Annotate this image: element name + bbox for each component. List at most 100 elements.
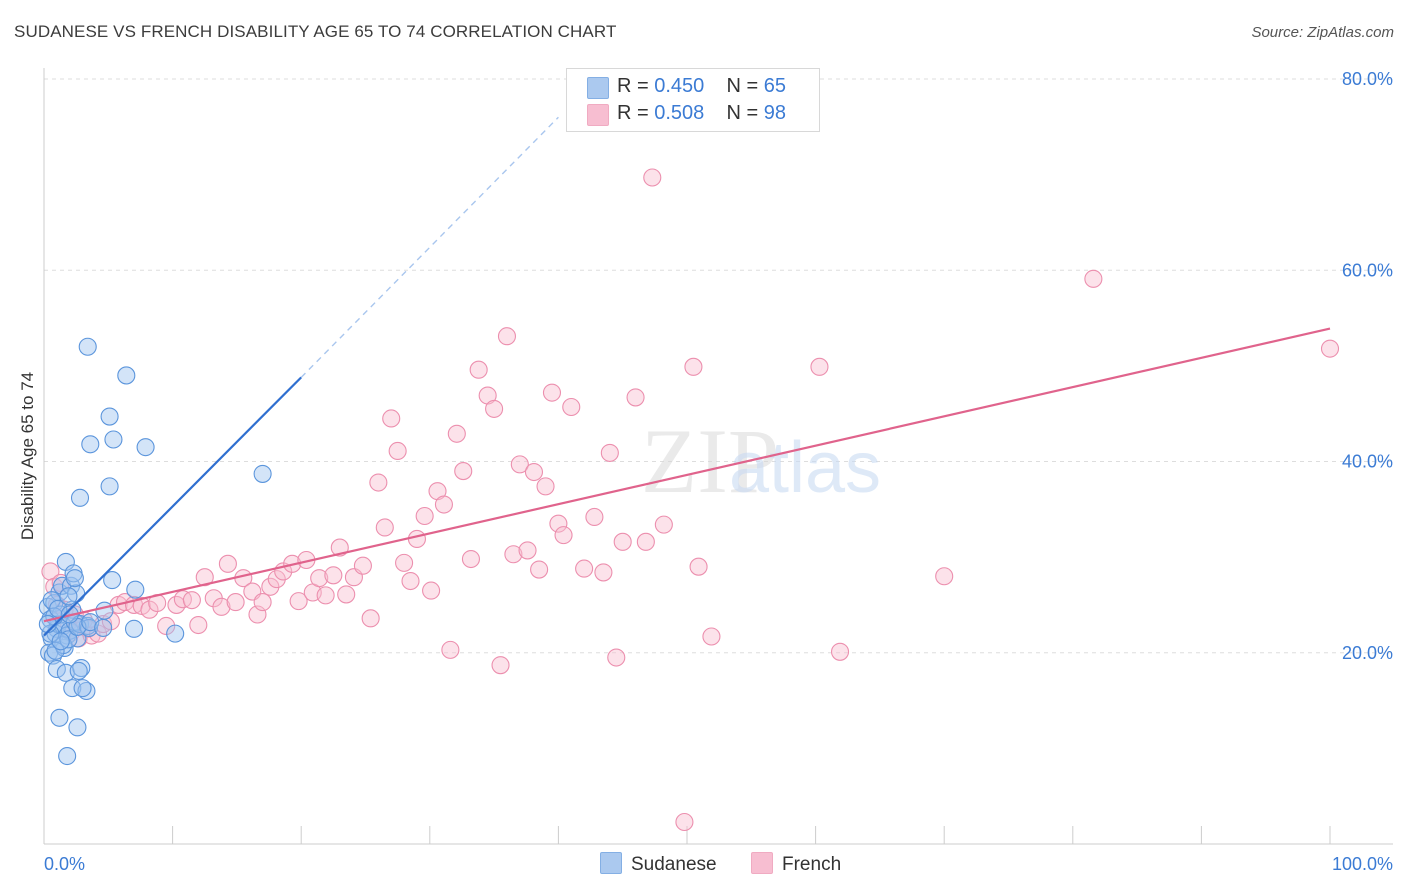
french-point (289, 592, 308, 611)
legend-n-label: N = (726, 102, 759, 124)
sudanese-point (73, 679, 92, 698)
sudanese-point (78, 337, 97, 356)
french-point (485, 399, 504, 418)
french-point (536, 477, 555, 496)
french-point (675, 812, 694, 832)
french-point (510, 455, 529, 474)
french-point (497, 327, 517, 346)
legend-swatch-french (587, 104, 609, 126)
french-point (542, 383, 562, 402)
sudanese-points (38, 337, 272, 766)
sudanese-point (58, 746, 77, 766)
sudanese-point (72, 658, 91, 678)
french-point (101, 612, 120, 631)
french-point (212, 597, 231, 616)
sudanese-point (68, 718, 87, 737)
french-trend-line (43, 327, 1331, 623)
french-point (422, 581, 441, 600)
french-point (226, 593, 245, 612)
sudanese-point (46, 641, 65, 660)
legend-text-sudanese: R = 0.450 N = 65 (617, 75, 786, 98)
y-tick-label: 80.0% (1342, 69, 1393, 89)
series-legend-french: French (751, 852, 841, 876)
french-point (524, 462, 544, 482)
legend-r-label: R = (617, 102, 649, 124)
sudanese-point (117, 366, 136, 385)
french-point (491, 656, 510, 675)
french-point (369, 473, 388, 492)
french-point (626, 388, 645, 407)
french-point (407, 529, 426, 549)
axes (43, 68, 1393, 845)
y-tick-label: 40.0% (1342, 452, 1393, 472)
sudanese-point (69, 661, 88, 680)
french-point (324, 566, 343, 585)
french-point (253, 593, 272, 612)
legend-n-value: 65 (763, 75, 787, 97)
legend-r-label: R = (617, 75, 649, 97)
french-point (388, 441, 407, 461)
sudanese-trend-line (43, 376, 302, 637)
french-point (575, 559, 594, 578)
source-credit: Source: ZipAtlas.com (1251, 24, 1394, 41)
watermark-zip: ZIP (641, 410, 779, 512)
french-point (636, 532, 655, 551)
french-point (434, 495, 453, 514)
french-point (182, 591, 201, 610)
sudanese-point (100, 477, 119, 496)
french-point (454, 462, 473, 481)
french-point (395, 553, 414, 572)
legend-swatch-sudanese (587, 77, 609, 99)
french-point (830, 642, 850, 661)
grid-lines (44, 78, 1393, 654)
french-point (935, 567, 954, 586)
series-label-sudanese: Sudanese (631, 854, 717, 875)
french-point (600, 443, 619, 462)
sudanese-point (70, 488, 90, 507)
french-point (267, 570, 286, 589)
french-points (41, 168, 1340, 832)
french-point (447, 424, 466, 443)
french-point (530, 560, 549, 579)
french-point (375, 518, 394, 537)
sudanese-point (65, 569, 84, 588)
sudanese-point (166, 624, 185, 643)
sudanese-point (50, 708, 69, 727)
sudanese-point (94, 618, 113, 637)
french-point (1320, 339, 1340, 358)
sudanese-point (136, 438, 155, 457)
french-point (810, 357, 829, 376)
french-point (607, 648, 626, 667)
french-point (310, 569, 329, 588)
french-point (554, 526, 573, 545)
series-legend-sudanese: Sudanese (600, 852, 717, 876)
series-swatch-french (751, 852, 773, 874)
french-point (261, 577, 280, 596)
french-point (353, 556, 372, 575)
sudanese-point (63, 679, 82, 698)
legend-text-french: R = 0.508 N = 98 (617, 102, 786, 125)
sudanese-point (59, 630, 78, 649)
french-point (469, 360, 488, 379)
french-point (461, 549, 481, 569)
french-point (382, 409, 401, 428)
sudanese-point (59, 587, 78, 606)
french-point (189, 615, 208, 635)
trend-lines (43, 116, 1331, 637)
french-point (337, 585, 356, 604)
correlation-legend: R = 0.450 N = 65 R = 0.508 N = 98 (566, 68, 820, 132)
french-point (684, 357, 703, 376)
french-point (585, 507, 604, 527)
sudanese-point (47, 659, 66, 679)
french-point (594, 563, 613, 582)
sudanese-point (81, 435, 100, 454)
legend-r-value: 0.450 (654, 75, 705, 97)
french-point (441, 640, 460, 659)
sudanese-point (95, 601, 114, 620)
french-point (1084, 269, 1103, 288)
french-point (41, 562, 60, 581)
legend-n-label: N = (726, 75, 759, 97)
french-point (504, 545, 523, 564)
french-point (316, 586, 335, 605)
